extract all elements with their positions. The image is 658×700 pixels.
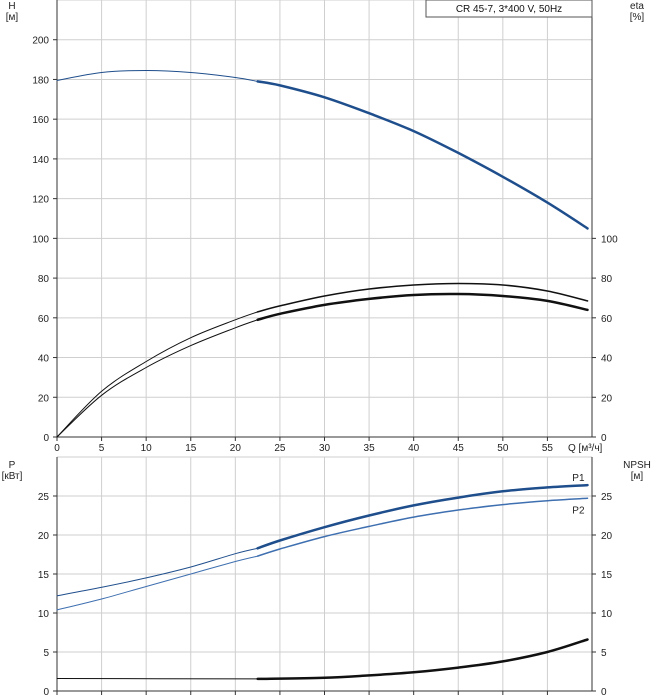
- series-line: [256, 483, 589, 550]
- left-axis-label: H [м]: [6, 1, 19, 23]
- series-line: [56, 319, 259, 438]
- left-tick-label: 140: [32, 155, 49, 166]
- series-line: [256, 497, 589, 557]
- x-tick-label: 35: [364, 443, 376, 454]
- right-tick-label: 60: [601, 314, 613, 325]
- right-tick-label: 0: [601, 433, 607, 444]
- right-axis-label: NPSH [м]: [623, 460, 651, 482]
- x-tick-label: 50: [497, 443, 509, 454]
- series-label: P1: [572, 473, 585, 484]
- left-tick-label: 200: [32, 36, 49, 47]
- x-tick-label: 55: [542, 443, 554, 454]
- right-tick-label: 20: [601, 531, 613, 542]
- series-line: [56, 69, 259, 82]
- series-line: [256, 292, 589, 322]
- x-tick-label: 5: [99, 443, 105, 454]
- left-tick-label: 15: [38, 570, 50, 581]
- chart-title-frame: [425, 0, 593, 18]
- left-tick-label: 40: [38, 354, 50, 365]
- right-tick-label: 40: [601, 354, 613, 365]
- x-tick-label: 45: [453, 443, 465, 454]
- right-tick-label: 100: [601, 234, 618, 245]
- left-tick-label: 120: [32, 195, 49, 206]
- x-tick-label: 20: [230, 443, 242, 454]
- left-tick-label: 160: [32, 115, 49, 126]
- left-tick-label: 100: [32, 234, 49, 245]
- right-tick-label: 0: [601, 687, 607, 698]
- series-line: [256, 282, 589, 313]
- grid-layer: [56, 0, 593, 692]
- right-tick-label: 5: [601, 648, 607, 659]
- axes-layer: [53, 0, 596, 695]
- chart-title-box: CR 45-7, 3*400 V, 50Hz: [425, 0, 593, 18]
- series-line: [56, 311, 259, 438]
- left-tick-label: 20: [38, 393, 50, 404]
- series-line: [256, 80, 589, 230]
- series-line: [256, 638, 589, 681]
- x-tick-label: 0: [54, 443, 60, 454]
- series-layer: [56, 69, 589, 681]
- right-tick-label: 20: [601, 393, 613, 404]
- right-axis-label: eta [%]: [630, 1, 645, 23]
- right-tick-label: 15: [601, 570, 613, 581]
- x-tick-label: 15: [185, 443, 197, 454]
- chart-title: CR 45-7, 3*400 V, 50Hz: [456, 4, 562, 15]
- x-tick-label: 40: [408, 443, 420, 454]
- right-tick-label: 25: [601, 492, 613, 503]
- series-line: [56, 555, 259, 611]
- left-tick-label: 60: [38, 314, 50, 325]
- series-label: P2: [572, 505, 585, 516]
- x-axis-label: Q [м³/ч]: [568, 443, 603, 454]
- x-tick-label: 30: [319, 443, 331, 454]
- left-tick-label: 10: [38, 609, 50, 620]
- left-tick-label: 80: [38, 274, 50, 285]
- right-tick-label: 80: [601, 274, 613, 285]
- left-tick-label: 0: [43, 433, 49, 444]
- x-tick-label: 10: [141, 443, 153, 454]
- left-tick-label: 180: [32, 75, 49, 86]
- x-tick-label: 25: [274, 443, 286, 454]
- left-tick-label: 20: [38, 531, 50, 542]
- left-tick-label: 0: [43, 687, 49, 698]
- series-line: [56, 547, 259, 597]
- left-tick-label: 25: [38, 492, 50, 503]
- right-tick-label: 10: [601, 609, 613, 620]
- left-axis-label: P [кВт]: [2, 460, 23, 482]
- left-tick-label: 5: [43, 648, 49, 659]
